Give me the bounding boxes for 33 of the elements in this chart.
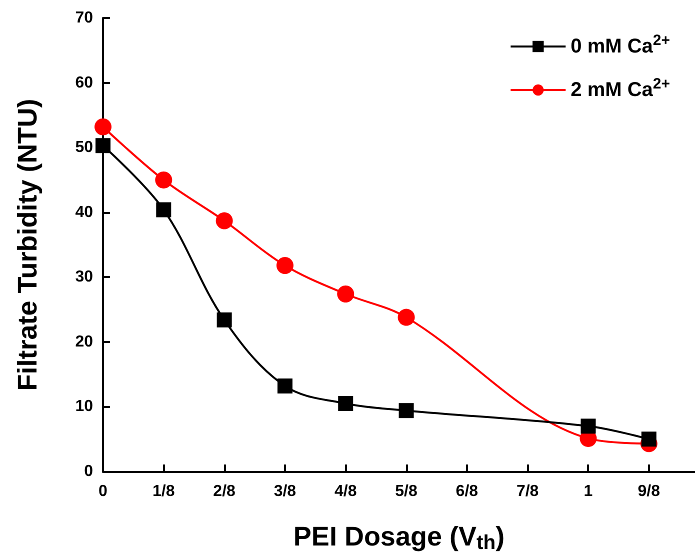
x-tick-label: 1/8 [152, 483, 175, 500]
x-tick-label: 2/8 [213, 483, 236, 500]
point [155, 171, 172, 188]
point [156, 202, 172, 218]
point [580, 418, 596, 434]
y-tick-label: 70 [75, 10, 94, 26]
point [96, 138, 110, 154]
point [277, 378, 292, 394]
point [276, 256, 294, 274]
point [216, 212, 233, 230]
point [216, 312, 232, 328]
point [641, 432, 656, 447]
x-tick-label: 5/8 [395, 483, 418, 500]
x-tick-label: 7/8 [516, 483, 539, 500]
y-tick-label: 10 [75, 398, 94, 416]
y-tick-label: 60 [75, 74, 94, 92]
x-tick-label: 1 [584, 483, 593, 500]
y-axis-title: Filtrate Turbidity (NTU) [12, 98, 42, 391]
y-tick-label: 0 [84, 463, 94, 480]
y-tick-label: 50 [75, 139, 94, 156]
point [94, 118, 112, 136]
point [398, 403, 414, 418]
x-tick-label: 9/8 [638, 483, 660, 500]
x-tick-label: 4/8 [334, 483, 357, 500]
point [337, 285, 354, 302]
y-tick-label: 30 [75, 268, 94, 286]
point [398, 308, 415, 326]
x-tick-label: 6/8 [456, 483, 478, 500]
point [338, 396, 354, 411]
y-tick-label: 20 [75, 333, 94, 350]
x-tick-label: 0 [98, 483, 108, 500]
y-tick-label: 40 [75, 204, 94, 221]
x-tick-label: 3/8 [274, 483, 296, 500]
